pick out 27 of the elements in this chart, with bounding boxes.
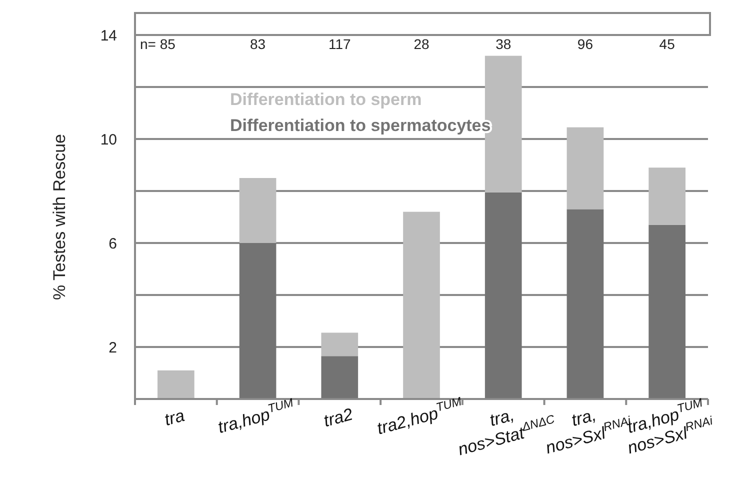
x-tick-label: tra2 xyxy=(322,404,356,431)
y-tick-label: 10 xyxy=(100,131,117,148)
bar xyxy=(566,127,604,210)
bar xyxy=(484,192,522,399)
annotation: 117 xyxy=(328,36,352,52)
y-axis-title: % Testes with Rescue xyxy=(50,134,69,300)
annotation: 28 xyxy=(414,36,430,52)
bar xyxy=(403,212,440,399)
annotation: 96 xyxy=(577,36,594,52)
bar xyxy=(648,224,686,399)
bar xyxy=(239,243,276,399)
text: Differentiation to sperm xyxy=(230,90,422,109)
text: Differentiation to spermatocytes xyxy=(230,116,491,135)
bar xyxy=(648,168,686,225)
annotation: n= 85 xyxy=(140,36,176,52)
y-tick-label: 2 xyxy=(108,339,117,356)
bar xyxy=(566,209,604,399)
y-tick-label: 14 xyxy=(100,27,117,44)
x-tick-label: tra xyxy=(162,406,187,430)
bar xyxy=(158,370,194,399)
bar xyxy=(321,356,358,399)
annotation: 83 xyxy=(250,36,266,52)
annotation: 38 xyxy=(496,36,512,52)
bar xyxy=(321,332,358,356)
y-tick-label: 6 xyxy=(108,235,117,252)
bar xyxy=(239,178,276,243)
annotation: 45 xyxy=(659,36,676,52)
